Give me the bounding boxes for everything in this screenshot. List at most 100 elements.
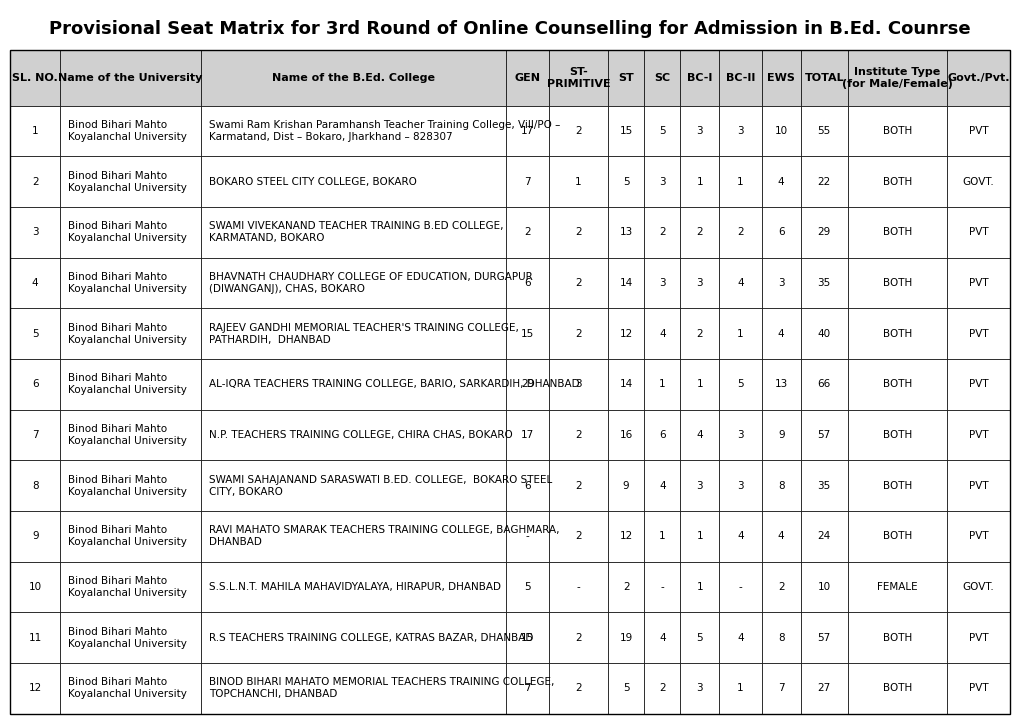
Bar [60, 309, 201, 359]
Text: GEN: GEN [514, 73, 540, 83]
Bar [847, 410, 946, 460]
Text: 27: 27 [817, 684, 830, 694]
Bar [800, 562, 847, 612]
Text: -: - [525, 531, 529, 541]
Text: Govt./Pvt.: Govt./Pvt. [947, 73, 1009, 83]
Text: -: - [738, 582, 742, 592]
Text: PVT: PVT [968, 430, 987, 440]
Text: 22: 22 [817, 177, 830, 187]
Text: 2: 2 [524, 227, 530, 237]
Text: S.S.L.N.T. MAHILA MAHAVIDYALAYA, HIRAPUR, DHANBAD: S.S.L.N.T. MAHILA MAHAVIDYALAYA, HIRAPUR… [209, 582, 500, 592]
Text: PVT: PVT [968, 633, 987, 642]
Bar [761, 50, 800, 105]
Bar [548, 511, 607, 562]
Bar [607, 257, 644, 309]
Bar [847, 612, 946, 663]
Text: 40: 40 [817, 329, 829, 339]
Text: Name of the B.Ed. College: Name of the B.Ed. College [272, 73, 435, 83]
Bar [10, 562, 60, 612]
Bar [946, 460, 1009, 511]
Text: 2: 2 [696, 329, 702, 339]
Text: Binod Bihari Mahto
Koyalanchal University: Binod Bihari Mahto Koyalanchal Universit… [68, 627, 186, 649]
Bar [201, 359, 505, 410]
Text: 3: 3 [696, 481, 702, 491]
Bar [761, 511, 800, 562]
Text: 1: 1 [696, 531, 702, 541]
Text: 5: 5 [658, 126, 665, 136]
Bar [946, 156, 1009, 207]
Text: 15: 15 [619, 126, 632, 136]
Text: 4: 4 [737, 531, 743, 541]
Text: 5: 5 [737, 379, 743, 389]
Bar [644, 207, 680, 257]
Bar [946, 663, 1009, 714]
Bar [761, 105, 800, 156]
Bar [847, 460, 946, 511]
Text: 8: 8 [777, 633, 784, 642]
Bar [847, 663, 946, 714]
Text: BOTH: BOTH [881, 177, 911, 187]
Text: BC-II: BC-II [726, 73, 754, 83]
Text: SWAMI VIVEKANAND TEACHER TRAINING B.ED COLLEGE,
KARMATAND, BOKARO: SWAMI VIVEKANAND TEACHER TRAINING B.ED C… [209, 221, 502, 243]
Bar [800, 50, 847, 105]
Bar [761, 207, 800, 257]
Bar [761, 359, 800, 410]
Text: BOTH: BOTH [881, 531, 911, 541]
Bar [60, 207, 201, 257]
Bar [761, 460, 800, 511]
Bar [946, 309, 1009, 359]
Bar [10, 511, 60, 562]
Bar [800, 612, 847, 663]
Bar [800, 460, 847, 511]
Bar [505, 359, 548, 410]
Text: 13: 13 [619, 227, 632, 237]
Bar [60, 105, 201, 156]
Text: 5: 5 [696, 633, 702, 642]
Text: 10: 10 [817, 582, 829, 592]
Bar [680, 105, 718, 156]
Text: 7: 7 [32, 430, 39, 440]
Text: 9: 9 [623, 481, 629, 491]
Text: 15: 15 [521, 329, 534, 339]
Bar [10, 460, 60, 511]
Text: 3: 3 [696, 278, 702, 288]
Bar [607, 105, 644, 156]
Text: 3: 3 [777, 278, 784, 288]
Bar [607, 562, 644, 612]
Bar [680, 156, 718, 207]
Bar [800, 359, 847, 410]
Bar [718, 511, 761, 562]
Text: PVT: PVT [968, 379, 987, 389]
Bar [761, 257, 800, 309]
Text: GOVT.: GOVT. [962, 582, 994, 592]
Bar [505, 105, 548, 156]
Text: Binod Bihari Mahto
Koyalanchal University: Binod Bihari Mahto Koyalanchal Universit… [68, 474, 186, 497]
Bar [946, 257, 1009, 309]
Bar [847, 257, 946, 309]
Bar [505, 562, 548, 612]
Bar [847, 207, 946, 257]
Bar [946, 562, 1009, 612]
Text: 7: 7 [777, 684, 784, 694]
Bar [800, 309, 847, 359]
Text: 6: 6 [524, 481, 530, 491]
Text: ST-
PRIMITIVE: ST- PRIMITIVE [546, 67, 609, 89]
Text: 5: 5 [524, 582, 530, 592]
Bar [718, 50, 761, 105]
Text: 6: 6 [658, 430, 665, 440]
Bar [548, 257, 607, 309]
Bar [718, 460, 761, 511]
Text: 2: 2 [575, 278, 581, 288]
Text: 4: 4 [32, 278, 39, 288]
Bar [946, 359, 1009, 410]
Bar [761, 156, 800, 207]
Text: 4: 4 [658, 481, 665, 491]
Bar [60, 410, 201, 460]
Bar [644, 105, 680, 156]
Text: Binod Bihari Mahto
Koyalanchal University: Binod Bihari Mahto Koyalanchal Universit… [68, 221, 186, 243]
Bar [718, 257, 761, 309]
Bar [800, 156, 847, 207]
Text: 1: 1 [575, 177, 581, 187]
Text: Provisional Seat Matrix for 3rd Round of Online Counselling for Admission in B.E: Provisional Seat Matrix for 3rd Round of… [49, 20, 970, 38]
Text: 3: 3 [658, 177, 665, 187]
